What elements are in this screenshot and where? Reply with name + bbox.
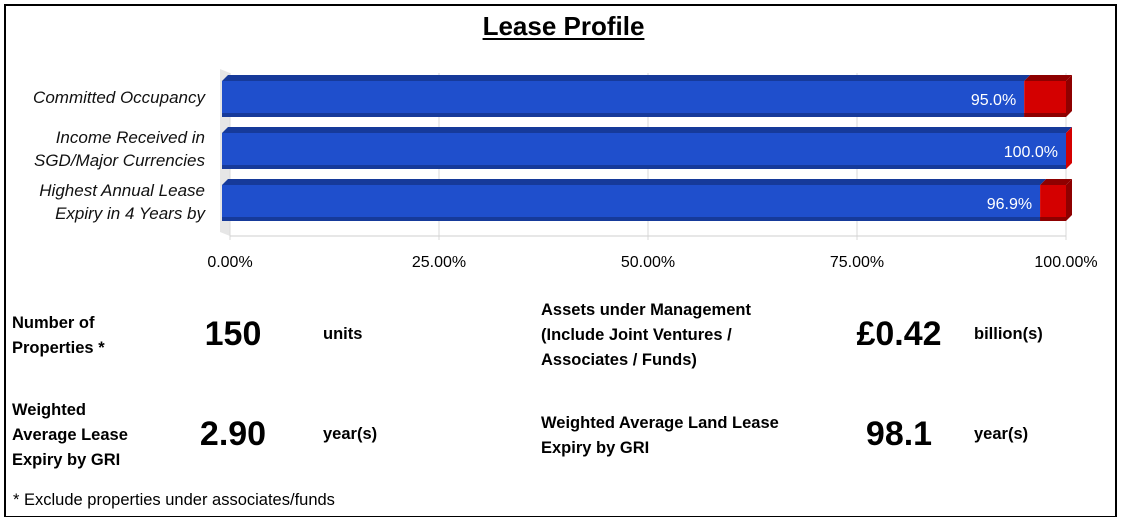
- value-label-2: 96.9%: [987, 196, 1032, 213]
- properties-label: Number of Properties *: [12, 314, 105, 357]
- remainder-base-0: [1024, 113, 1066, 117]
- bar-2: [222, 185, 1041, 221]
- bar-side-2: [1066, 179, 1072, 221]
- bar-top-1: [222, 127, 1072, 133]
- properties-unit: units: [323, 325, 363, 343]
- footnote: * Exclude properties under associates/fu…: [13, 491, 335, 509]
- bar-0: [222, 81, 1025, 117]
- chart-title: Lease Profile: [482, 11, 645, 41]
- category-label-1: Income Received in SGD/Major Currencies: [34, 128, 205, 170]
- wale-unit: year(s): [323, 425, 378, 443]
- remainder-top-2: [1040, 179, 1072, 185]
- x-tick-label-0: 0.00%: [207, 254, 253, 271]
- bar-base-2: [222, 217, 1041, 221]
- bar-side-0: [1066, 75, 1072, 117]
- x-tick-label-1: 25.00%: [411, 254, 467, 271]
- bar-base-1: [222, 165, 1066, 169]
- wale-value: 2.90: [199, 415, 267, 453]
- x-tick-label-3: 75.00%: [829, 254, 885, 271]
- remainder-2: [1040, 185, 1066, 221]
- bar-top-2: [222, 179, 1047, 185]
- panel-frame: [4, 4, 1117, 516]
- value-label-1: 100.0%: [1004, 144, 1058, 161]
- x-tick-label-2: 50.00%: [620, 254, 676, 271]
- category-label-2: Highest Annual Lease Expiry in 4 Years b…: [39, 181, 205, 223]
- remainder-0: [1024, 81, 1066, 117]
- land-lease-label: Weighted Average Land Lease Expiry by GR…: [541, 414, 779, 457]
- land-lease-value: 98.1: [865, 415, 933, 453]
- land-lease-unit: year(s): [974, 425, 1029, 443]
- aum-unit: billion(s): [974, 325, 1043, 343]
- aum-label: Assets under Management (Include Joint V…: [541, 301, 751, 369]
- aum-value: £0.42: [856, 315, 942, 353]
- bar-top-0: [222, 75, 1031, 81]
- remainder-top-0: [1024, 75, 1072, 81]
- remainder-base-2: [1040, 217, 1066, 221]
- x-tick-label-4: 100.00%: [1034, 254, 1098, 271]
- category-label-0: Committed Occupancy: [33, 88, 205, 107]
- wale-label: Weighted Average Lease Expiry by GRI: [12, 401, 128, 469]
- bar-side-1: [1066, 127, 1072, 169]
- bar-1: [222, 133, 1066, 169]
- panel-bottom-border: [4, 516, 1117, 517]
- value-label-0: 95.0%: [971, 92, 1016, 109]
- properties-value: 150: [204, 315, 262, 353]
- bar-base-0: [222, 113, 1025, 117]
